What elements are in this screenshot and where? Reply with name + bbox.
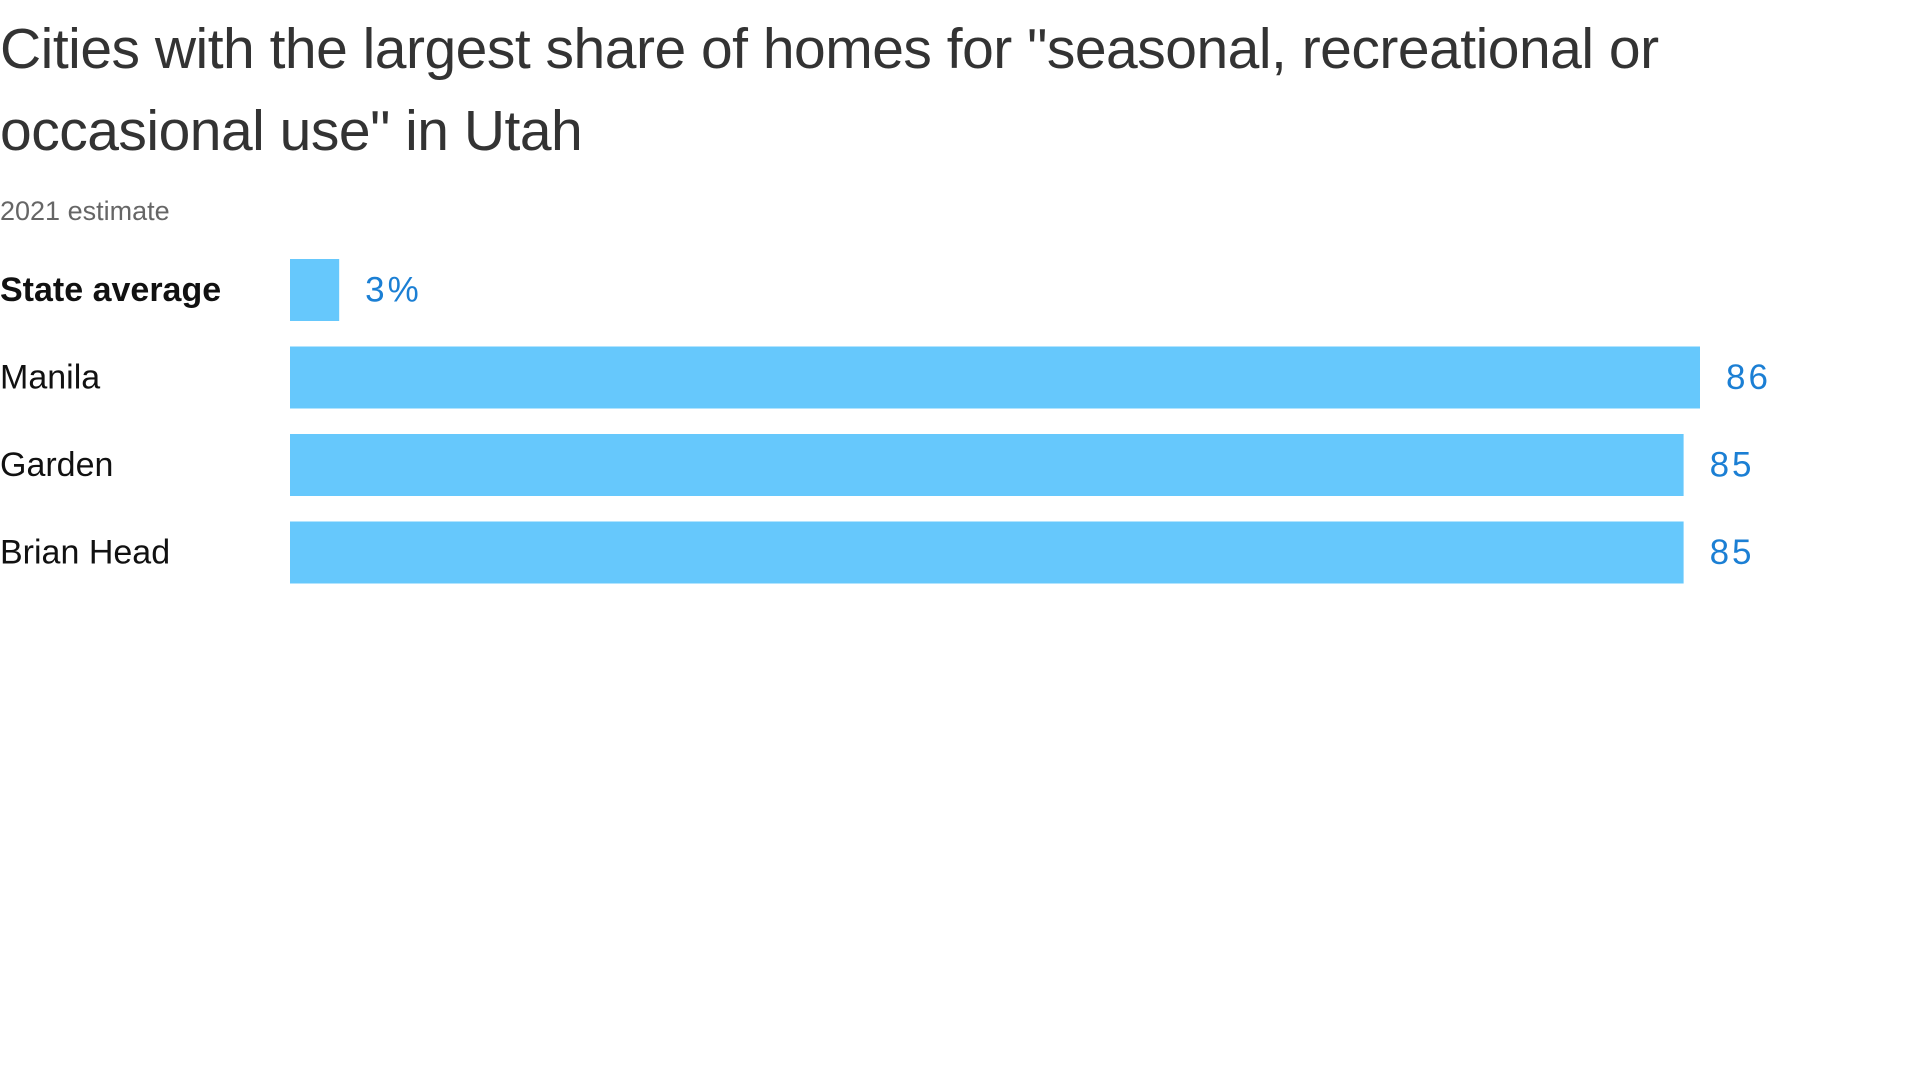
value-label: 85 (1710, 533, 1755, 572)
chart-title: Cities with the largest share of homes f… (0, 17, 1659, 163)
chart-subtitle: 2021 estimate (0, 196, 170, 226)
bar (290, 434, 1684, 496)
category-label: State average (0, 271, 221, 309)
category-label: Garden (0, 446, 113, 484)
value-label: 86 (1726, 358, 1771, 397)
value-label: 3% (365, 270, 422, 309)
value-label: 85 (1710, 445, 1755, 484)
bar (290, 259, 340, 321)
bar (290, 521, 1684, 584)
bar (290, 346, 1700, 409)
category-label: Brian Head (0, 533, 170, 571)
category-label: Manila (0, 358, 100, 396)
